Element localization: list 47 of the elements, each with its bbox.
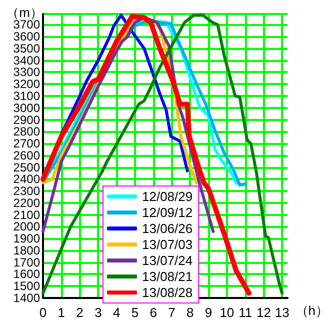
x-tick-label: 9 <box>204 305 212 320</box>
y-tick-label: 2500 <box>13 160 40 174</box>
y-tick-label: 2000 <box>13 220 40 234</box>
x-axis-title: （h） <box>295 303 328 318</box>
x-tick-label: 6 <box>150 305 157 320</box>
x-tick-label: 8 <box>186 305 194 320</box>
y-tick-label: 2100 <box>13 208 40 222</box>
y-tick-label: 3300 <box>13 65 40 80</box>
x-tick-label: 5 <box>131 305 139 320</box>
y-tick-label: 1400 <box>13 291 40 305</box>
legend-label: 13/07/24 <box>142 253 193 268</box>
y-tick-label: 2400 <box>13 172 40 186</box>
x-tick-label: 2 <box>76 305 84 320</box>
y-tick-label: 3600 <box>13 30 40 44</box>
x-tick-label: 11 <box>238 305 252 320</box>
y-tick-label: 3100 <box>13 88 40 103</box>
legend-label: 12/09/12 <box>142 205 193 220</box>
x-tick-label: 3 <box>94 305 102 320</box>
x-tick-label: 4 <box>112 305 120 320</box>
legend-label: 13/06/26 <box>142 221 193 236</box>
y-tick-label: 1900 <box>13 232 40 246</box>
y-tick-label: 3200 <box>13 77 40 92</box>
legend-label: 13/08/28 <box>142 285 193 300</box>
y-tick-label: 1700 <box>13 255 40 270</box>
y-tick-label: 2700 <box>13 136 40 151</box>
y-tick-label: 3700 <box>13 18 40 32</box>
y-axis-title: （m） <box>6 4 43 20</box>
legend-label: 13/07/03 <box>142 237 193 252</box>
x-tick-label: 10 <box>220 305 234 320</box>
y-tick-label: 3000 <box>13 100 40 115</box>
y-tick-label: 3400 <box>13 53 40 68</box>
y-tick-label: 2800 <box>13 124 40 139</box>
x-tick-label: 1 <box>58 305 66 320</box>
legend-label: 12/08/29 <box>142 189 193 204</box>
x-tick-label: 7 <box>168 305 176 320</box>
y-tick-label: 1500 <box>13 279 40 294</box>
x-tick-label: 0 <box>39 305 47 320</box>
x-tick-label: 13 <box>274 305 290 320</box>
y-tick-label: 1800 <box>13 243 40 258</box>
y-tick-label: 2300 <box>13 184 40 198</box>
y-tick-label: 2200 <box>13 196 40 210</box>
legend-label: 13/08/21 <box>142 269 193 284</box>
y-tick-label: 2900 <box>13 112 40 127</box>
y-tick-label: 1600 <box>13 267 40 282</box>
x-tick-label: 12 <box>256 305 271 320</box>
y-tick-label: 3500 <box>13 41 40 56</box>
y-tick-label: 2600 <box>13 148 40 162</box>
